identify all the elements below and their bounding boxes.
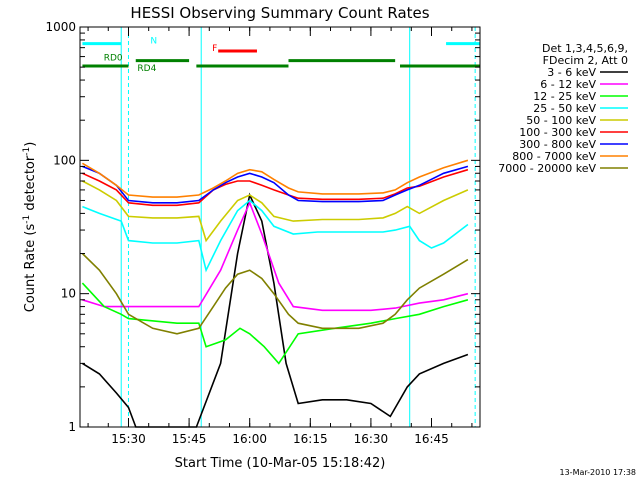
x-tick-label-3: 16:15 [293,432,328,446]
y-axis-label: Count Rate (s-1 detector-1) [22,142,38,313]
legend-label-0: 3 - 6 keV [547,66,596,79]
series-line-5 [82,168,469,207]
series-line-1 [82,200,469,312]
legend-label-1: 6 - 12 keV [540,78,596,91]
y-tick-label-2: 100 [53,153,76,167]
x-tick-label-4: 16:30 [354,432,389,446]
x-tick-label-2: 16:00 [232,432,267,446]
legend-label-2: 12 - 25 keV [533,90,596,103]
timestamp: 13-Mar-2010 17:38 [560,468,637,477]
annotation-label-0: N [150,37,157,47]
legend-label-7: 800 - 7000 keV [512,150,596,163]
annotation-label-2: RD0 [104,54,123,64]
series-line-8 [81,252,469,335]
legend-label-3: 25 - 50 keV [533,102,596,115]
series-line-6 [82,165,469,204]
legend-label-5: 100 - 300 keV [519,126,596,139]
series-line-4 [82,180,469,243]
y-tick-label-3: 1000 [45,20,76,34]
y-tick-label-0: 1 [68,420,76,434]
series-line-7 [81,159,469,198]
annotation-label-7: F [212,44,217,54]
annotation-label-3: RD4 [137,64,156,74]
plot-frame [79,26,481,428]
x-tick-label-0: 15:30 [111,432,146,446]
legend-label-6: 300 - 800 keV [519,138,596,151]
chart-title: HESSI Observing Summary Count Rates [130,4,429,22]
series-line-0 [81,192,469,428]
x-tick-label-1: 15:45 [172,432,207,446]
series-line-2 [81,282,469,365]
y-tick-label-1: 10 [61,287,76,301]
legend-label-4: 50 - 100 keV [526,114,596,127]
x-axis-label: Start Time (10-Mar-05 15:18:42) [175,456,386,471]
x-tick-label-5: 16:45 [414,432,449,446]
legend-header-0: Det 1,3,4,5,6,9, [542,42,628,55]
series-line-3 [82,199,469,273]
legend-header-1: FDecim 2, Att 0 [543,54,628,67]
legend-label-8: 7000 - 20000 keV [498,162,596,175]
